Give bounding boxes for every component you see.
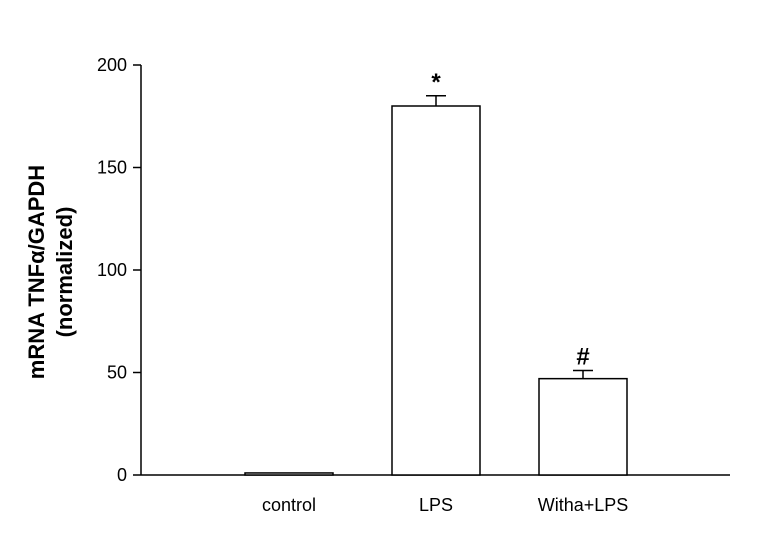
y-tick-label: 50 bbox=[107, 363, 127, 383]
bar-witha-lps bbox=[538, 377, 628, 476]
x-tick-label: control bbox=[262, 495, 316, 515]
bars: *# bbox=[244, 69, 628, 476]
x-axis: control LPS Witha+LPS bbox=[141, 474, 730, 515]
significance-marker: # bbox=[576, 343, 589, 370]
y-tick-label: 150 bbox=[97, 158, 127, 178]
y-tick-label: 200 bbox=[97, 55, 127, 75]
bar-control bbox=[244, 472, 334, 476]
y-axis-title-line1: mRNA TNFα/GAPDH bbox=[24, 165, 49, 379]
x-tick-label: LPS bbox=[419, 495, 453, 515]
y-tick-label: 100 bbox=[97, 260, 127, 280]
x-tick-label: Witha+LPS bbox=[538, 495, 629, 515]
y-axis-title: mRNA TNFα/GAPDH (normalized) bbox=[24, 165, 77, 379]
significance-marker: * bbox=[431, 69, 441, 96]
bar-lps bbox=[391, 105, 481, 476]
y-axis: 0 50 100 150 200 bbox=[97, 55, 142, 485]
y-axis-title-line2: (normalized) bbox=[52, 207, 77, 338]
y-tick-label: 0 bbox=[117, 465, 127, 485]
